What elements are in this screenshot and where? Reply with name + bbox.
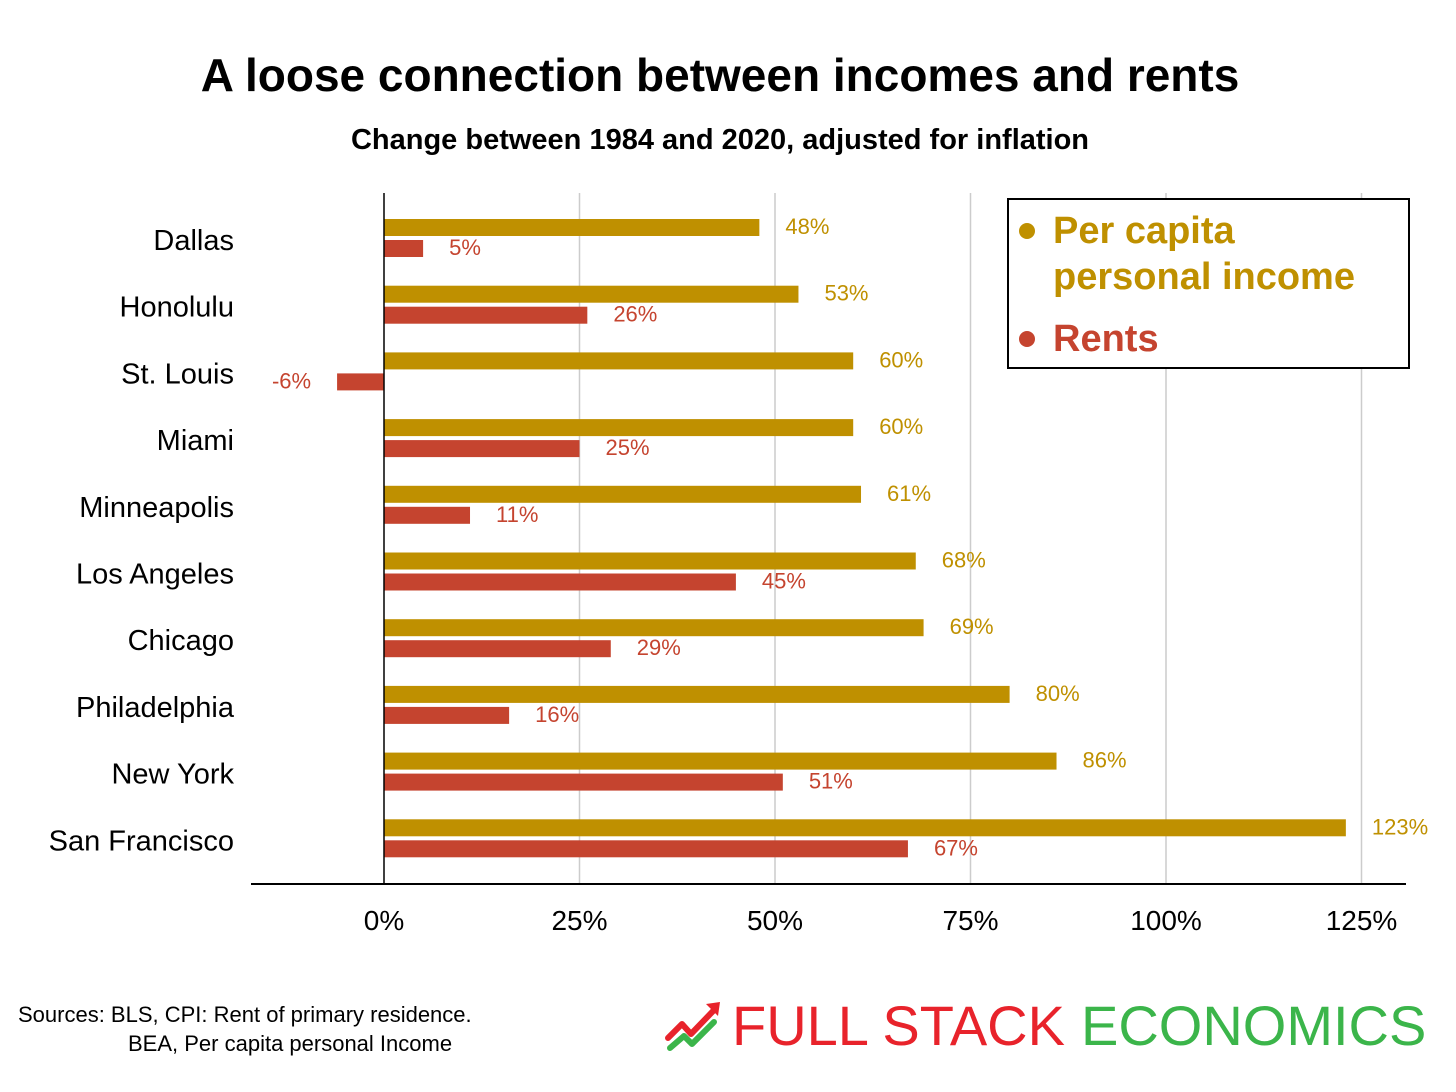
data-label-rents: 16% (535, 702, 579, 727)
category-label: New York (111, 759, 234, 791)
data-label-rents: 45% (762, 569, 806, 594)
chart-title: A loose connection between incomes and r… (200, 49, 1240, 101)
legend-item-rents: Rents (1019, 316, 1159, 362)
bar-rents (384, 240, 424, 257)
x-tick-label: 125% (1326, 905, 1398, 936)
data-label-income: 53% (824, 281, 868, 306)
legend-dot-rents (1019, 331, 1035, 347)
bar-rents (384, 773, 783, 791)
data-label-income: 60% (879, 347, 923, 372)
data-label-rents: -6% (272, 368, 311, 393)
bar-income (384, 752, 1057, 770)
x-tick-label: 100% (1130, 905, 1202, 936)
bar-income (384, 685, 1010, 703)
bar-income (384, 219, 760, 236)
category-label: San Francisco (49, 825, 234, 857)
data-label-income: 80% (1036, 681, 1080, 706)
x-tick-label: 75% (942, 905, 998, 936)
legend-label-income: Per capita personal income (1053, 210, 1355, 298)
chart-subtitle: Change between 1984 and 2020, adjusted f… (350, 124, 1090, 156)
category-label: Miami (157, 425, 234, 457)
category-label: St. Louis (121, 358, 234, 390)
data-label-rents: 51% (809, 769, 853, 794)
bar-rents (384, 506, 471, 524)
data-label-income: 86% (1083, 748, 1127, 773)
brand-name-part2: ECONOMICS (1080, 993, 1427, 1057)
x-tick-label: 0% (364, 905, 404, 936)
data-label-income: 68% (942, 548, 986, 573)
bar-income (384, 619, 924, 637)
data-label-income: 48% (785, 214, 829, 239)
bar-rents (384, 706, 510, 724)
data-label-rents: 25% (606, 435, 650, 460)
category-label: Chicago (128, 625, 234, 657)
bar-rents (337, 373, 384, 391)
data-label-income: 69% (950, 614, 994, 639)
bar-income (384, 419, 854, 437)
x-tick-label: 50% (747, 905, 803, 936)
trend-arrow-icon (665, 1002, 720, 1051)
sources-note: Sources: BLS, CPI: Rent of primary resid… (18, 1000, 472, 1058)
legend-dot-income (1019, 223, 1035, 239)
data-label-rents: 67% (934, 835, 978, 860)
bar-income (384, 819, 1346, 837)
source-line-1: Sources: BLS, CPI: Rent of primary resid… (18, 1002, 472, 1027)
data-label-rents: 29% (637, 635, 681, 660)
x-tick-label: 25% (551, 905, 607, 936)
category-label: Dallas (153, 225, 234, 257)
source-line-2: BEA, Per capita personal Income (128, 1031, 453, 1056)
bar-rents (384, 306, 588, 324)
category-label: Minneapolis (79, 492, 234, 524)
brand-logo: FULL STACK ECONOMICS (664, 990, 1426, 1060)
category-label: Los Angeles (76, 559, 234, 591)
bar-income (384, 352, 854, 370)
bar-income (384, 552, 916, 570)
bar-rents (384, 573, 736, 591)
data-label-rents: 5% (449, 235, 481, 260)
bar-rents (384, 640, 611, 658)
bar-income (384, 285, 799, 303)
bar-income (384, 485, 862, 503)
data-label-income: 123% (1372, 814, 1428, 839)
data-label-income: 61% (887, 481, 931, 506)
legend-label-rents: Rents (1053, 318, 1159, 360)
legend: Per capita personal income Rents (1007, 198, 1410, 369)
data-label-rents: 11% (496, 502, 538, 527)
category-label: Honolulu (120, 292, 234, 324)
bar-rents (384, 440, 580, 458)
data-label-rents: 26% (613, 302, 657, 327)
category-label: Philadelphia (76, 692, 235, 724)
bar-rents (384, 840, 908, 858)
legend-item-income: Per capita personal income (1019, 208, 1355, 300)
brand-name-part1: FULL STACK (732, 993, 1065, 1057)
data-label-income: 60% (879, 414, 923, 439)
